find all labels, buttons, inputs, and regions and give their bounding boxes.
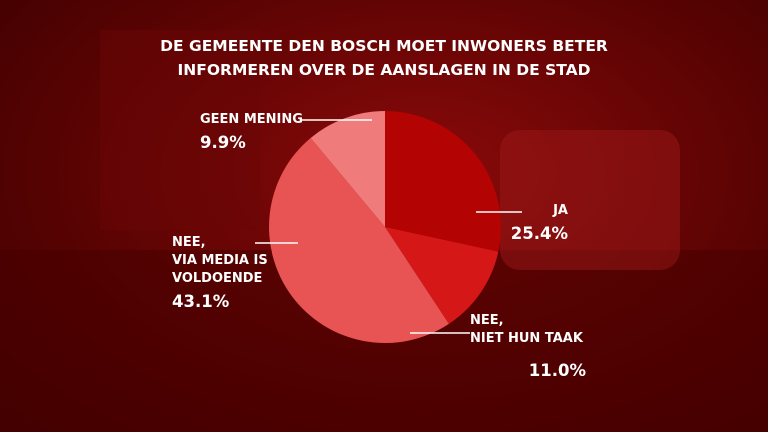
building-shape — [100, 30, 260, 230]
pie — [269, 111, 501, 343]
value-label: 11.0% — [528, 361, 586, 380]
slice-label: NEE, NIET HUN TAAK 11.0% — [470, 312, 586, 382]
pie-slice — [385, 227, 499, 324]
value-label: 43.1% — [172, 292, 230, 311]
pie-slice — [310, 111, 385, 227]
category-label: JA — [553, 203, 568, 218]
connectors — [255, 119, 522, 334]
category-label: NEE, VIA MEDIA IS VOLDOENDE — [172, 235, 268, 286]
pie-slice — [385, 111, 501, 252]
slice-label: JA 25.4% — [480, 202, 568, 245]
slice-label: NEE, VIA MEDIA IS VOLDOENDE 43.1% — [172, 234, 292, 313]
category-label: NEE, NIET HUN TAAK — [470, 313, 583, 346]
van-shape — [500, 130, 680, 270]
chart-title: DE GEMEENTE DEN BOSCH MOET INWONERS BETE… — [160, 37, 608, 79]
category-label: GEEN MENING — [200, 112, 303, 127]
pie-slice — [269, 137, 449, 343]
value-label: 25.4% — [510, 224, 568, 243]
slice-label: GEEN MENING 9.9% — [200, 111, 320, 154]
value-label: 9.9% — [200, 133, 246, 152]
